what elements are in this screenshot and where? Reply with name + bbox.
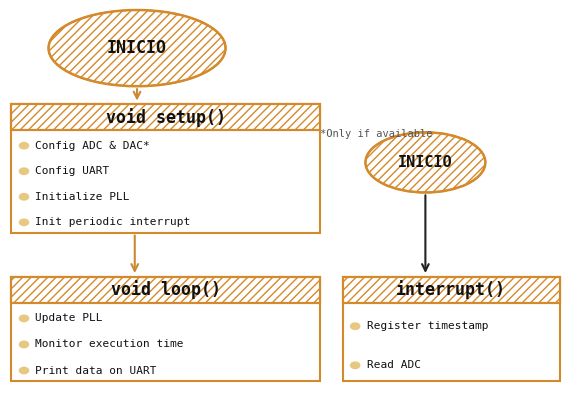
Circle shape bbox=[351, 323, 360, 330]
Bar bbox=[11, 104, 320, 130]
FancyBboxPatch shape bbox=[11, 277, 320, 381]
Bar bbox=[11, 277, 320, 303]
Text: Config ADC & DAC*: Config ADC & DAC* bbox=[35, 141, 150, 151]
Ellipse shape bbox=[365, 132, 485, 192]
Bar bbox=[343, 277, 560, 303]
Bar bbox=[343, 277, 560, 303]
Text: INICIO: INICIO bbox=[398, 155, 453, 170]
Bar bbox=[11, 104, 320, 130]
Circle shape bbox=[19, 219, 29, 225]
Circle shape bbox=[19, 168, 29, 174]
Bar bbox=[11, 277, 320, 303]
Text: interrupt(): interrupt() bbox=[396, 280, 506, 299]
Text: Config UART: Config UART bbox=[35, 166, 110, 176]
Text: INICIO: INICIO bbox=[107, 39, 167, 57]
Circle shape bbox=[19, 194, 29, 200]
Ellipse shape bbox=[49, 10, 226, 86]
Circle shape bbox=[19, 315, 29, 322]
Text: Print data on UART: Print data on UART bbox=[35, 366, 157, 375]
Text: void loop(): void loop() bbox=[111, 280, 220, 299]
Text: Init periodic interrupt: Init periodic interrupt bbox=[35, 217, 191, 227]
Text: *Only if available: *Only if available bbox=[320, 130, 432, 139]
FancyBboxPatch shape bbox=[343, 277, 560, 381]
Text: void setup(): void setup() bbox=[106, 108, 226, 127]
Circle shape bbox=[19, 367, 29, 374]
Text: Read ADC: Read ADC bbox=[367, 360, 421, 370]
Text: Initialize PLL: Initialize PLL bbox=[35, 192, 130, 202]
Circle shape bbox=[19, 142, 29, 149]
Text: Monitor execution time: Monitor execution time bbox=[35, 340, 184, 349]
Circle shape bbox=[351, 362, 360, 369]
Circle shape bbox=[19, 341, 29, 348]
Text: Update PLL: Update PLL bbox=[35, 314, 103, 323]
FancyBboxPatch shape bbox=[11, 104, 320, 233]
Text: Register timestamp: Register timestamp bbox=[367, 321, 488, 331]
